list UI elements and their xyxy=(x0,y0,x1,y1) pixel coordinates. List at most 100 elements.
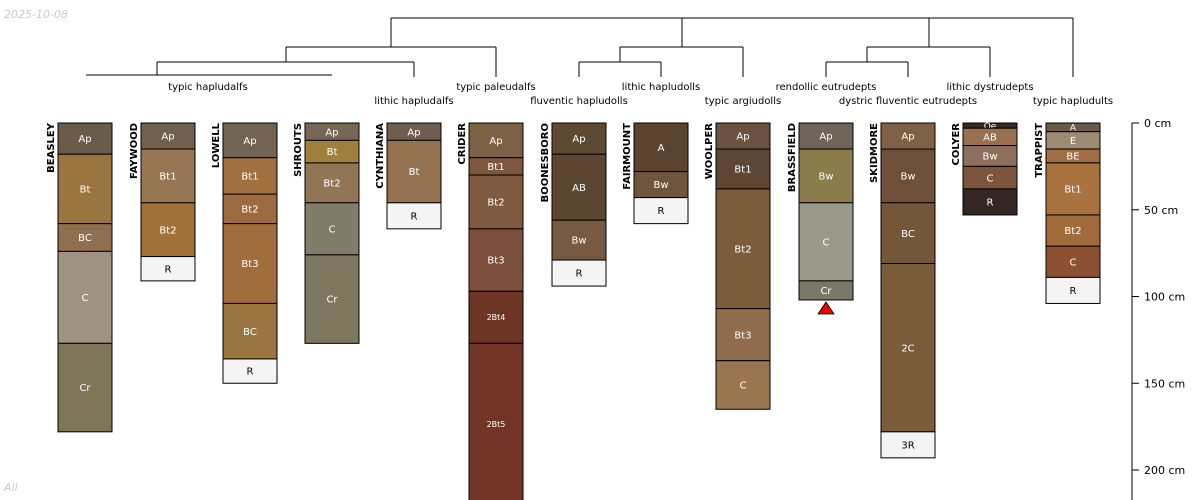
horizon-label: 2Bt4 xyxy=(487,313,506,322)
horizon-label: Ap xyxy=(489,136,502,147)
horizon-label: BE xyxy=(1066,152,1079,163)
profile-name-label: WOOLPER xyxy=(704,123,715,180)
profile-skidmore: Ap Bw BC 2C 3R SKIDMORE xyxy=(869,122,936,459)
horizon-label: Bt1 xyxy=(1064,185,1081,196)
profile-lowell: Ap Bt1 Bt2 Bt3 BC R LOWELL xyxy=(211,122,278,384)
horizon-label: Ap xyxy=(78,134,91,145)
profile-name-label: BRASSFIELD xyxy=(787,123,798,192)
horizon-label: Cr xyxy=(79,383,91,394)
profile-brassfield: Ap Bw C Cr BRASSFIELD xyxy=(787,122,854,315)
horizon-cynthiana-bt xyxy=(386,139,442,204)
taxon-label-typic-paleudalfs: typic paleudalfs xyxy=(456,82,535,93)
horizon-label: Oe xyxy=(984,122,997,132)
horizon-label: AB xyxy=(572,183,586,194)
horizon-label: Bt2 xyxy=(487,198,504,209)
horizon-label: R xyxy=(411,211,418,222)
profile-name-label: LOWELL xyxy=(211,122,222,168)
horizon-label: Bt1 xyxy=(487,162,504,173)
horizon-label: Bt1 xyxy=(734,165,751,176)
horizon-label: BC xyxy=(78,233,92,244)
horizon-label: 2C xyxy=(901,343,914,354)
horizon-shrouts-c xyxy=(304,202,360,256)
horizon-label: C xyxy=(740,381,747,392)
horizon-label: E xyxy=(1070,136,1076,147)
horizon-label: Bt2 xyxy=(323,178,340,189)
horizon-label: Ap xyxy=(736,132,749,143)
horizon-trappist-bt2 xyxy=(1045,214,1101,247)
horizon-beasley-bt xyxy=(57,153,113,225)
horizon-label: Ap xyxy=(161,132,174,143)
horizon-beasley-bc xyxy=(57,223,113,252)
horizon-label: Bt xyxy=(327,147,338,158)
horizon-label: BC xyxy=(243,327,257,338)
horizon-skidmore-bc xyxy=(880,202,936,265)
profile-shrouts: Ap Bt Bt2 C Cr SHROUTS xyxy=(293,122,360,344)
horizon-label: Ap xyxy=(572,134,585,145)
profile-fairmount: A Bw R FAIRMOUNT xyxy=(622,122,689,225)
taxon-label-typic-hapludalfs: typic hapludalfs xyxy=(168,82,248,93)
date-label: 2025-10-08 xyxy=(4,8,68,21)
horizon-label: Bw xyxy=(900,172,915,183)
profile-name-label: FAYWOOD xyxy=(129,123,140,179)
taxon-label-rendollic-eutrudepts: rendollic eutrudepts xyxy=(776,82,877,93)
horizon-lowell-bt1 xyxy=(222,157,278,195)
horizon-label: Bt2 xyxy=(734,244,751,255)
horizon-label: C xyxy=(1070,257,1077,268)
horizon-faywood-ap xyxy=(140,122,196,150)
taxon-label-fluventic-hapludolls: fluventic hapludolls xyxy=(530,96,628,107)
horizon-woolper-bt1 xyxy=(715,148,771,190)
taxonomic-dendrogram xyxy=(86,17,1074,77)
horizon-label: BC xyxy=(901,229,915,240)
horizon-faywood-r xyxy=(140,256,196,282)
profile-name-label: BEASLEY xyxy=(46,122,57,173)
horizon-label: Bt3 xyxy=(241,259,258,270)
horizon-label: Ap xyxy=(819,132,832,143)
profile-name-label: BOONESBORO xyxy=(540,123,551,202)
profile-woolper: Ap Bt1 Bt2 Bt3 C WOOLPER xyxy=(704,122,771,410)
taxon-label-typic-hapludults: typic hapludults xyxy=(1033,96,1113,107)
horizon-woolper-ap xyxy=(715,122,771,150)
horizon-woolper-c xyxy=(715,360,771,410)
horizon-cynthiana-r xyxy=(386,202,442,230)
horizon-shrouts-bt2 xyxy=(304,162,360,204)
horizon-label: C xyxy=(82,293,89,304)
horizon-lowell-ap xyxy=(222,122,278,159)
horizon-beasley-cr xyxy=(57,342,113,433)
horizon-crider-2bt5 xyxy=(468,342,524,500)
horizon-label: R xyxy=(165,264,172,275)
profile-crider: Ap Bt1 Bt2 Bt3 2Bt4 2Bt5 CRIDER xyxy=(457,122,524,500)
profile-name-label: COLYER xyxy=(951,123,962,166)
horizon-label: R xyxy=(247,367,254,378)
horizon-crider-2bt4 xyxy=(468,290,524,344)
horizon-label: 3R xyxy=(901,440,914,451)
depth-axis: 0 cm 50 cm 100 cm 150 cm 200 cm xyxy=(1131,117,1185,500)
horizon-label: Bt xyxy=(80,185,91,196)
horizon-boonesboro-bw xyxy=(551,219,607,261)
horizon-label: R xyxy=(576,269,583,280)
horizon-fairmount-a xyxy=(633,122,689,173)
depth-tick-label: 200 cm xyxy=(1144,464,1185,477)
horizon-woolper-bt3 xyxy=(715,308,771,362)
taxon-label-typic-argiudolls: typic argiudolls xyxy=(705,96,781,107)
horizon-crider-bt3 xyxy=(468,228,524,292)
taxon-label-lithic-hapludolls: lithic hapludolls xyxy=(622,82,700,93)
horizon-label: R xyxy=(1070,286,1077,297)
horizon-label: Bw xyxy=(818,172,833,183)
profile-name-label: FAIRMOUNT xyxy=(622,123,633,190)
horizon-skidmore-ap xyxy=(880,122,936,150)
subset-label: All xyxy=(4,481,18,494)
horizon-label: C xyxy=(823,237,830,248)
horizon-crider-bt2 xyxy=(468,174,524,230)
horizon-beasley-c xyxy=(57,250,113,344)
profile-beasley: Ap Bt BC C Cr BEASLEY xyxy=(46,122,113,433)
horizon-label: Bw xyxy=(571,236,586,247)
horizon-lowell-bc xyxy=(222,302,278,360)
taxon-label-dystric-fluventic-eutrudepts: dystric fluventic eutrudepts xyxy=(839,96,977,107)
horizon-label: Cr xyxy=(326,295,338,306)
taxon-label-lithic-hapludalfs: lithic hapludalfs xyxy=(374,96,453,107)
depth-tick-label: 100 cm xyxy=(1144,291,1185,304)
horizon-skidmore-bw xyxy=(880,148,936,204)
horizon-boonesboro-ab xyxy=(551,153,607,221)
